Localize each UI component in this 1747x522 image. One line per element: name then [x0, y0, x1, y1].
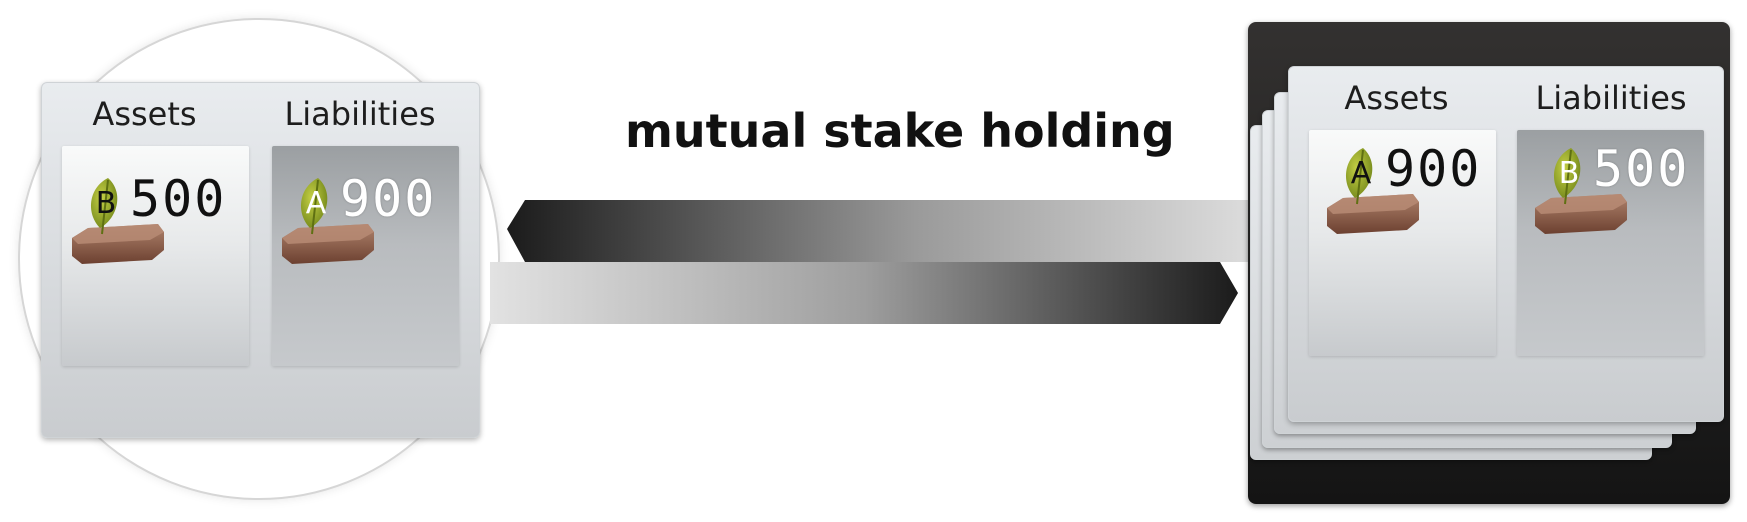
leaf-on-wooden-block-icon	[72, 178, 164, 264]
arrow-right-icon	[490, 262, 1238, 324]
right-assets-token-letter: A	[1350, 156, 1372, 191]
left-liabilities-token-letter: A	[305, 186, 327, 221]
arrow-left-icon	[507, 200, 1250, 262]
right-assets-title: Assets	[1344, 79, 1449, 117]
left-liabilities-token: A 900	[278, 170, 434, 280]
left-liabilities-amount: 900	[340, 170, 437, 228]
mutual-stake-caption: mutual stake holding	[625, 104, 1175, 158]
right-assets-panel: A 900	[1309, 130, 1496, 356]
left-balance-sheet: Assets Liabilities	[41, 82, 480, 438]
right-assets-token: A 900	[1323, 140, 1479, 250]
right-liabilities-panel: B 500	[1517, 130, 1704, 356]
leaf-on-wooden-block-icon	[1535, 148, 1627, 234]
right-liabilities-title: Liabilities	[1535, 79, 1687, 117]
leaf-on-wooden-block-icon	[282, 178, 374, 264]
left-liabilities-panel: A 900	[272, 146, 459, 366]
right-assets-amount: 900	[1385, 140, 1482, 198]
right-liabilities-token: B 500	[1531, 140, 1687, 250]
right-balance-sheet: Assets Liabilities A 900 B 500	[1288, 66, 1724, 422]
left-liabilities-title: Liabilities	[284, 95, 436, 133]
left-assets-token-letter: B	[95, 186, 117, 221]
right-liabilities-amount: 500	[1593, 140, 1690, 198]
right-liabilities-token-letter: B	[1558, 156, 1580, 191]
left-assets-panel: B 500	[62, 146, 249, 366]
left-assets-amount: 500	[130, 170, 227, 228]
left-assets-token: B 500	[68, 170, 224, 280]
leaf-on-wooden-block-icon	[1327, 148, 1419, 234]
left-assets-title: Assets	[92, 95, 197, 133]
